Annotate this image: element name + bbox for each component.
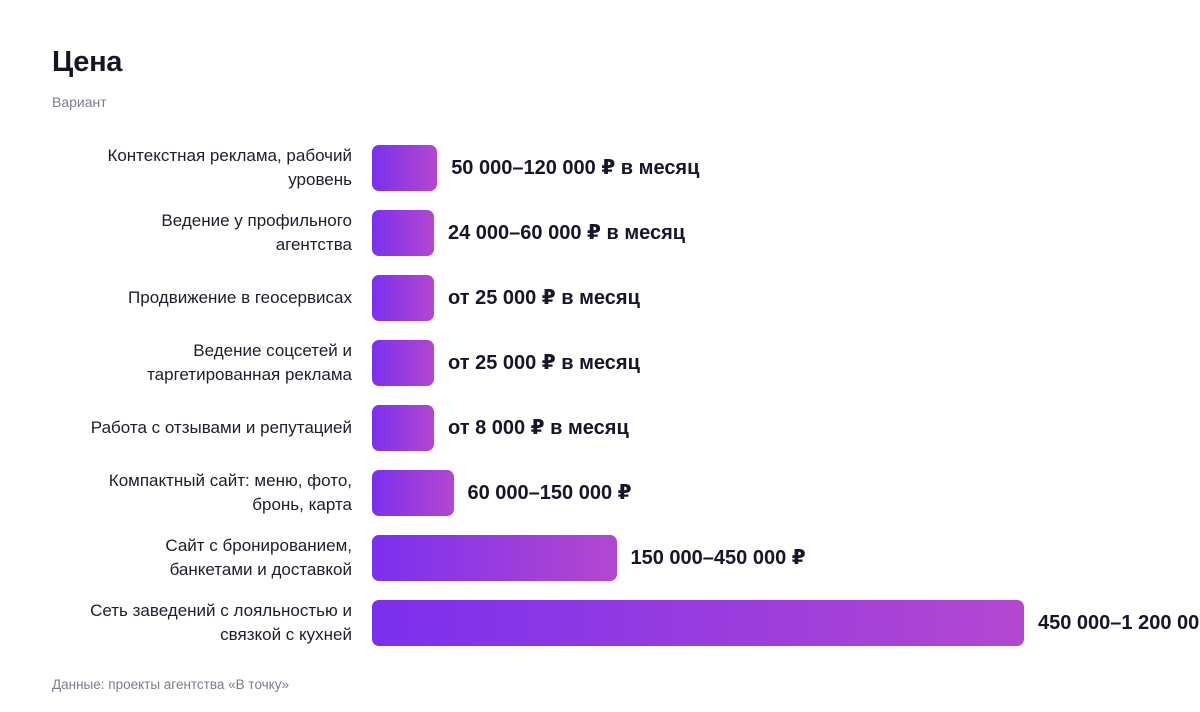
bar [372, 470, 454, 516]
value-label: 450 000–1 200 000 ₽ [1038, 612, 1200, 634]
value-label: от 25 000 ₽ в месяц [448, 287, 640, 309]
bar [372, 275, 434, 321]
category-label-line: Сайт с бронированием, [165, 536, 352, 555]
bar [372, 340, 434, 386]
chart-title: Цена [52, 46, 123, 78]
category-label-line: Продвижение в геосервисах [128, 288, 352, 307]
bar [372, 405, 434, 451]
category-label-line: Работа с отзывами и репутацией [90, 418, 352, 437]
category-label-line: Ведение соцсетей и [193, 341, 352, 360]
bar [372, 535, 617, 581]
value-label: 150 000–450 000 ₽ [630, 547, 806, 569]
category-label: Работа с отзывами и репутацией [12, 416, 352, 440]
category-label: Сайт с бронированием, банкетами и доставк… [12, 534, 352, 582]
bar [372, 600, 1024, 646]
category-label-line: связкой с кухней [220, 625, 352, 644]
category-label: Сеть заведений с лояльностью и связкой с … [12, 599, 352, 647]
category-label: Ведение соцсетей и таргетированная реклам… [12, 339, 352, 387]
category-label-line: Сеть заведений с лояльностью и [90, 601, 352, 620]
category-label-line: банкетами и доставкой [169, 560, 352, 579]
category-label: Контекстная реклама, рабочий уровень [12, 144, 352, 192]
category-label: Ведение у профильного агентства [12, 209, 352, 257]
category-label: Продвижение в геосервисах [12, 286, 352, 310]
category-label-line: уровень [288, 170, 352, 189]
bar [372, 145, 438, 191]
category-label-line: Контекстная реклама, рабочий [107, 146, 352, 165]
category-label-line: таргетированная реклама [147, 365, 352, 384]
category-label-line: Компактный сайт: меню, фото, [108, 471, 352, 490]
value-label: от 8 000 ₽ в месяц [448, 417, 629, 439]
category-label-line: Ведение у профильного [161, 211, 352, 230]
value-label: 24 000–60 000 ₽ в месяц [448, 222, 686, 244]
chart-subtitle: Вариант [52, 94, 107, 110]
category-label-line: бронь, карта [252, 495, 352, 514]
category-label: Компактный сайт: меню, фото, бронь, карта [12, 469, 352, 517]
bar [372, 210, 434, 256]
value-label: от 25 000 ₽ в месяц [448, 352, 640, 374]
value-label: 60 000–150 000 ₽ [467, 482, 632, 504]
chart-source-note: Данные: проекты агентства «В точку» [52, 677, 290, 692]
value-label: 50 000–120 000 ₽ в месяц [451, 157, 700, 179]
category-label-line: агентства [275, 235, 352, 254]
